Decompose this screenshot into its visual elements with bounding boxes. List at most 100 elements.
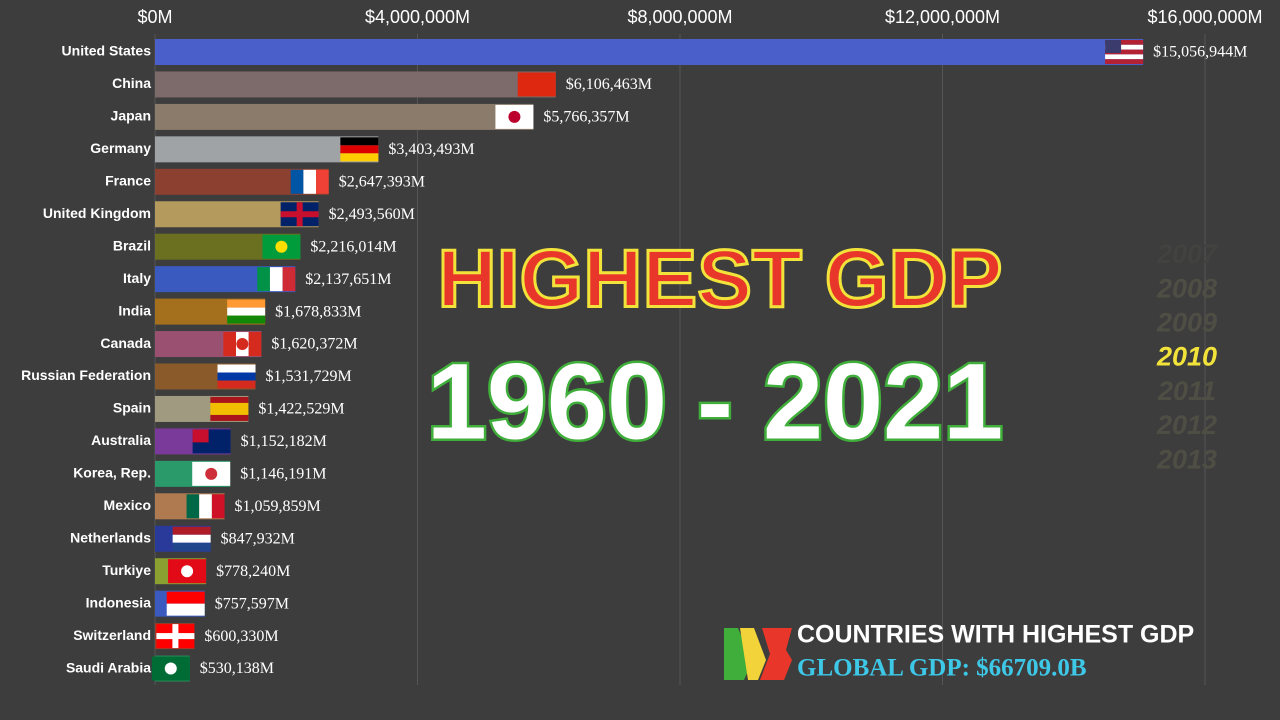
year-label: 2011 — [1157, 376, 1216, 406]
chart-subtitle: 1960 - 2021 — [427, 341, 1004, 462]
flag — [1105, 44, 1144, 50]
flag — [340, 153, 379, 162]
value-label: $530,138M — [200, 660, 274, 677]
logo-shape — [760, 628, 792, 680]
y-tick-label: United Kingdom — [43, 205, 151, 221]
year-label: 2008 — [1156, 273, 1217, 303]
flag — [1105, 59, 1144, 64]
year-label: 2007 — [1156, 239, 1219, 269]
logo: COUNTRIES WITH HIGHEST GDP GLOBAL GDP: $… — [724, 621, 1194, 682]
flag — [316, 169, 329, 194]
flag — [186, 494, 200, 519]
logo-shape — [724, 628, 752, 680]
value-label: $600,330M — [204, 628, 278, 645]
flag — [269, 267, 283, 292]
flag — [223, 332, 237, 357]
x-tick-label: $16,000,000M — [1147, 7, 1262, 27]
global-gdp: GLOBAL GDP: $66709.0B — [797, 655, 1087, 682]
flag — [192, 429, 209, 443]
flag — [217, 380, 256, 389]
value-label: $2,137,651M — [305, 271, 391, 288]
x-tick-label: $8,000,000M — [627, 7, 732, 27]
x-tick-label: $4,000,000M — [365, 7, 470, 27]
flag — [166, 603, 205, 616]
flag — [517, 72, 556, 97]
value-label: $847,932M — [221, 530, 295, 547]
value-label: $2,216,014M — [310, 238, 396, 255]
flag — [508, 110, 521, 123]
flag — [164, 662, 177, 675]
value-label: $1,620,372M — [271, 336, 357, 353]
flag — [282, 267, 296, 292]
value-label: $3,403,493M — [388, 141, 474, 158]
value-label: $778,240M — [216, 563, 290, 580]
flag — [227, 315, 266, 324]
flag — [217, 364, 256, 373]
flag — [1105, 40, 1122, 53]
flag — [172, 534, 211, 543]
y-tick-label: Turkiye — [102, 562, 151, 578]
bars: United States $15,056,944M China $6,106,463… — [21, 39, 1247, 682]
y-tick-label: Russian Federation — [21, 367, 151, 383]
flag — [210, 408, 249, 415]
flag — [340, 137, 379, 146]
y-tick-label: Indonesia — [86, 594, 152, 610]
y-tick-label: Korea, Rep. — [73, 465, 151, 481]
flag — [303, 169, 317, 194]
value-label: $5,766,357M — [543, 109, 629, 126]
flag — [257, 267, 270, 292]
value-label: $2,493,560M — [329, 206, 415, 223]
flag — [166, 591, 205, 604]
y-tick-label: Switzerland — [73, 627, 151, 643]
flag — [227, 299, 266, 308]
flag — [290, 169, 304, 194]
y-tick-label: Australia — [91, 432, 151, 448]
y-tick-label: Netherlands — [70, 529, 151, 545]
y-tick-label: Italy — [123, 270, 151, 286]
flag — [236, 338, 249, 351]
value-label: $1,152,182M — [241, 433, 327, 450]
year-label: 2010 — [1156, 342, 1217, 372]
year-list: 2007 2008 2009 2010 2011 2012 2013 — [1156, 239, 1219, 474]
flag — [210, 414, 249, 421]
flag — [227, 307, 266, 316]
value-label: $757,597M — [215, 595, 289, 612]
y-tick-label: Brazil — [113, 237, 151, 253]
x-tick-label: $12,000,000M — [885, 7, 1000, 27]
chart-title: HIGHEST GDP — [438, 234, 1003, 325]
flag — [280, 211, 319, 218]
y-tick-label: India — [118, 302, 151, 318]
value-label: $1,678,833M — [275, 303, 361, 320]
flag — [1105, 49, 1144, 55]
flag — [172, 542, 211, 551]
flag — [156, 633, 195, 640]
value-label: $1,146,191M — [240, 466, 326, 483]
y-tick-label: Germany — [90, 140, 151, 156]
y-tick-label: France — [105, 173, 151, 189]
year-label: 2013 — [1156, 444, 1217, 474]
bar — [155, 39, 1144, 65]
flag — [275, 240, 288, 253]
value-label: $6,106,463M — [566, 76, 652, 93]
logo-shape — [740, 628, 766, 680]
y-tick-label: China — [112, 75, 151, 91]
flag — [211, 494, 225, 519]
y-tick-label: Japan — [111, 108, 151, 124]
flag — [210, 402, 249, 409]
year-label: 2012 — [1156, 410, 1217, 440]
flag — [217, 372, 256, 381]
flag — [181, 565, 194, 578]
value-label: $2,647,393M — [339, 173, 425, 190]
y-tick-label: Spain — [113, 400, 151, 416]
x-tick-label: $0M — [137, 7, 172, 27]
flag — [199, 494, 212, 519]
value-label: $1,059,859M — [235, 498, 321, 515]
y-tick-label: Mexico — [104, 497, 151, 513]
year-label: 2009 — [1156, 308, 1217, 338]
flag — [1105, 54, 1144, 60]
value-label: $1,531,729M — [266, 368, 352, 385]
flag — [172, 526, 211, 535]
flag — [1105, 40, 1144, 45]
value-label: $1,422,529M — [258, 401, 344, 418]
